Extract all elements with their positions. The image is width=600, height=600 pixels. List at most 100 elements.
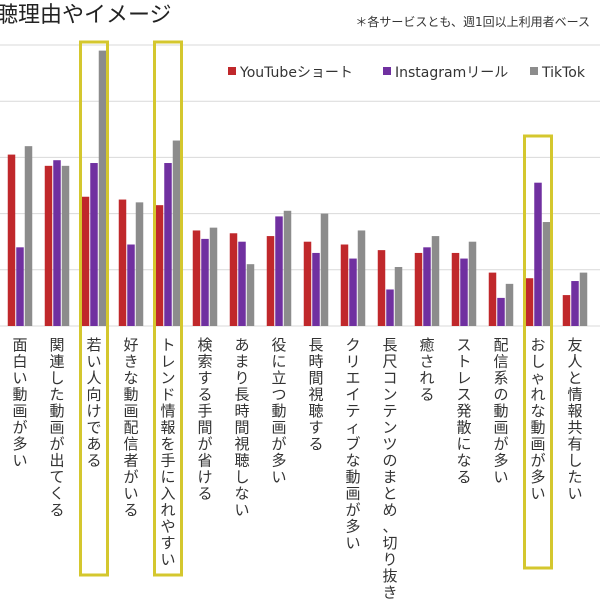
svg-text:た: た [49,386,64,404]
svg-text:く: く [49,485,64,503]
svg-text:、: 、 [382,518,397,536]
svg-text:有: 有 [567,435,582,453]
svg-text:聴: 聴 [234,452,249,470]
svg-text:ゃ: ゃ [530,369,545,387]
bar-tiktok-13 [505,283,514,326]
chart-title: 聴理由やイメージ [0,3,172,28]
bar-tiktok-4 [172,140,181,326]
bar-instagram-13 [497,297,505,326]
svg-text:に: に [271,353,286,371]
svg-text:動: 動 [49,402,64,420]
svg-text:ン: ン [382,386,397,404]
svg-text:り: り [234,369,249,387]
svg-text:多: 多 [12,435,27,453]
svg-text:切: 切 [382,534,397,552]
svg-text:索: 索 [197,353,212,371]
svg-text:を: を [160,435,175,453]
svg-text:い: い [12,452,27,470]
svg-text:コ: コ [382,369,397,387]
svg-text:ブ: ブ [345,435,360,453]
svg-text:れ: れ [419,369,434,387]
svg-text:動: 動 [12,386,27,404]
svg-text:い: い [86,353,101,371]
svg-text:友: 友 [567,336,582,354]
bar-tiktok-10 [394,266,403,326]
svg-text:い: い [567,485,582,503]
svg-text:立: 立 [271,369,286,387]
chart-note: ＊各サービスとも、週1回以上利用者ベース [355,14,590,29]
svg-text:共: 共 [567,419,582,437]
svg-text:長: 長 [234,386,249,404]
bar-instagram-11 [423,247,431,326]
svg-text:人: 人 [86,369,101,387]
bar-tiktok-15 [579,272,588,326]
bars [7,50,588,327]
svg-text:け: け [197,468,212,486]
svg-text:多: 多 [493,452,508,470]
svg-text:視: 視 [234,435,249,453]
bar-youtube-0 [7,154,16,326]
svg-text:で: で [86,419,101,437]
svg-text:な: な [123,369,138,387]
legend: YouTubeショート Instagramリール TikTok [228,65,586,81]
highlight-box-4 [153,40,183,577]
bar-instagram-15 [571,281,579,326]
svg-text:し: し [234,468,249,486]
svg-text:ド: ド [160,386,175,404]
svg-text:時: 時 [308,353,323,371]
svg-text:者: 者 [123,452,138,470]
bar-instagram-10 [386,289,394,326]
svg-text:す: す [308,419,323,437]
svg-text:ツ: ツ [382,435,397,453]
bar-instagram-1 [53,160,61,326]
svg-text:検: 検 [197,336,212,354]
svg-text:連: 連 [49,353,64,371]
bar-tiktok-0 [24,146,33,326]
svg-text:向: 向 [86,386,101,404]
svg-text:て: て [49,468,64,486]
svg-text:き: き [123,353,138,371]
svg-text:テ: テ [345,402,360,420]
svg-text:間: 間 [197,419,212,437]
svg-text:多: 多 [530,468,545,486]
svg-text:手: 手 [197,402,212,420]
svg-text:関: 関 [49,336,64,354]
svg-text:ン: ン [382,419,397,437]
highlight-boxes [79,40,553,577]
bar-instagram-9 [349,258,357,326]
svg-text:あ: あ [86,435,101,453]
svg-text:な: な [345,452,360,470]
svg-text:め: め [382,501,397,519]
svg-text:し: し [567,452,582,470]
legend-label-instagram: Instagramリール [395,65,508,81]
svg-text:や: や [160,518,175,536]
svg-text:出: 出 [49,452,64,470]
svg-text:ま: ま [234,353,249,371]
bar-instagram-7 [275,216,283,326]
svg-text:お: お [530,336,545,354]
bar-youtube-8 [303,241,312,326]
svg-text:散: 散 [456,419,471,437]
bar-youtube-2 [81,196,90,326]
bar-tiktok-6 [246,264,255,326]
svg-text:レ: レ [456,369,471,387]
svg-text:が: が [345,501,360,519]
svg-text:し: し [49,369,64,387]
svg-text:る: る [197,386,212,404]
bar-tiktok-5 [209,227,218,326]
svg-text:の: の [382,452,397,470]
svg-text:い: い [12,369,27,387]
svg-text:若: 若 [86,336,101,354]
svg-text:好: 好 [123,336,138,354]
svg-text:画: 画 [345,485,360,503]
svg-text:尺: 尺 [382,353,397,371]
svg-text:い: い [493,468,508,486]
bar-tiktok-9 [357,230,366,326]
svg-text:り: り [382,551,397,569]
